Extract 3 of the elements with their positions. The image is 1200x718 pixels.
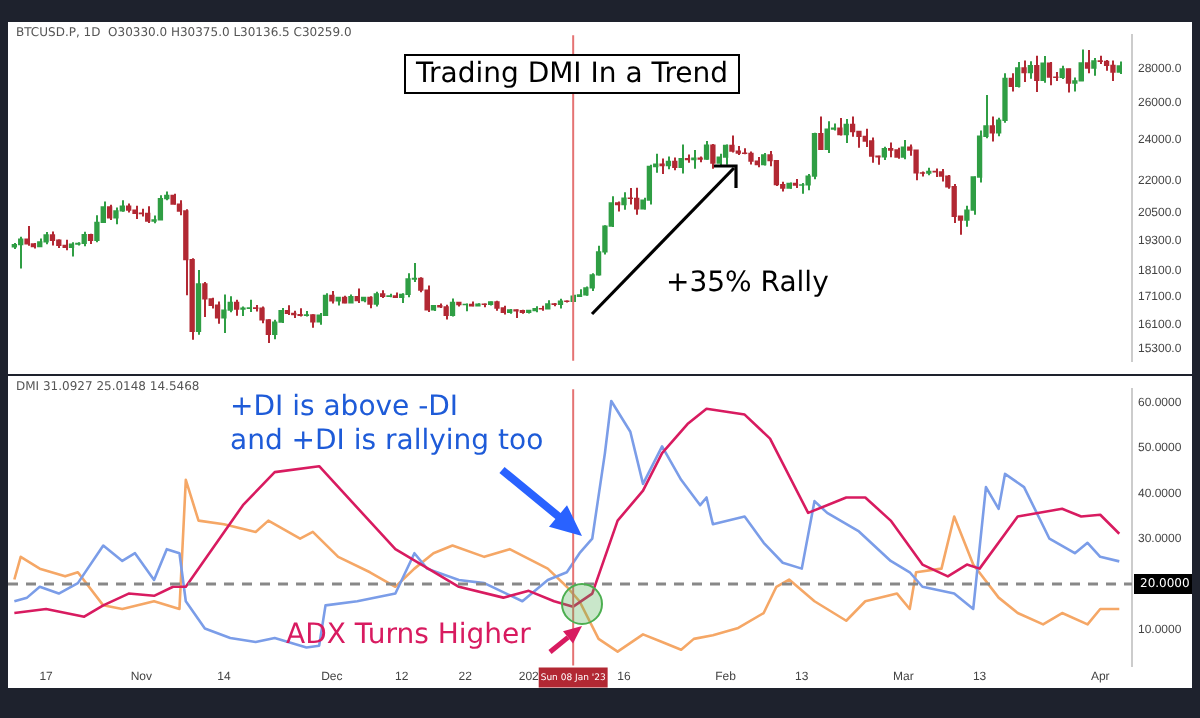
annotation: +35% Rally xyxy=(666,267,829,300)
text: Trading DMI In a Trend xyxy=(404,54,741,94)
annotation: +DI is above -DI and +DI is rallying too xyxy=(230,391,544,458)
